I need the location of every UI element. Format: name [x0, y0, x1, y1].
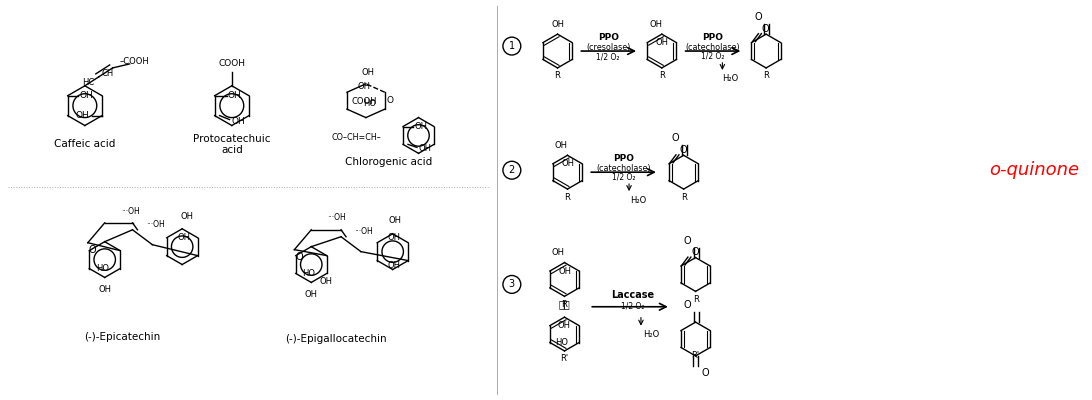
Text: 2: 2: [509, 165, 515, 175]
Text: 1/2 O₂: 1/2 O₂: [621, 301, 644, 310]
Text: Protocatechuic
acid: Protocatechuic acid: [193, 134, 271, 155]
Text: OH: OH: [75, 111, 90, 120]
Text: PPO: PPO: [702, 33, 723, 42]
Text: R: R: [561, 300, 568, 309]
Text: O: O: [684, 300, 691, 310]
Text: 1/2 O₂: 1/2 O₂: [596, 52, 620, 62]
Text: OH: OH: [361, 68, 375, 77]
Text: O: O: [684, 236, 691, 246]
Text: 1: 1: [509, 41, 515, 51]
Text: (catecholase): (catecholase): [685, 42, 739, 52]
Text: (cresolase): (cresolase): [586, 42, 630, 52]
Text: OH: OH: [655, 38, 668, 47]
Text: OH: OH: [551, 20, 565, 29]
Text: CH: CH: [102, 69, 114, 78]
Text: R': R': [691, 351, 700, 360]
Text: R: R: [680, 192, 687, 202]
Text: OH: OH: [558, 266, 571, 276]
Text: OH: OH: [320, 277, 333, 286]
Text: OH: OH: [80, 91, 94, 100]
Text: 1/2 O₂: 1/2 O₂: [701, 52, 724, 60]
Text: O: O: [387, 96, 393, 105]
Text: COOH: COOH: [218, 60, 246, 68]
Text: PPO: PPO: [614, 154, 634, 163]
Text: OH: OH: [561, 159, 574, 168]
Text: 1/2 O₂: 1/2 O₂: [613, 173, 636, 182]
Text: HO: HO: [96, 264, 109, 273]
Text: OH: OH: [388, 216, 401, 225]
Text: OH: OH: [557, 321, 570, 330]
Text: (-)-Epicatechin: (-)-Epicatechin: [84, 332, 161, 342]
Text: O: O: [296, 252, 304, 262]
Text: ···OH: ···OH: [327, 213, 345, 222]
Text: OH: OH: [650, 20, 663, 29]
Text: O: O: [755, 12, 762, 22]
Text: ···OH: ···OH: [355, 227, 373, 236]
Text: (catecholase): (catecholase): [596, 164, 652, 173]
Text: O: O: [672, 134, 679, 144]
Text: OH: OH: [388, 261, 401, 270]
Text: HC: HC: [82, 78, 94, 87]
Text: OH: OH: [232, 117, 246, 126]
Text: Chlorogenic acid: Chlorogenic acid: [345, 157, 432, 167]
Text: ···OH: ···OH: [121, 208, 140, 216]
Text: R: R: [692, 295, 699, 304]
Text: Laccase: Laccase: [612, 290, 654, 300]
Text: OH: OH: [177, 233, 190, 242]
Text: R: R: [555, 71, 560, 80]
Text: PPO: PPO: [597, 33, 619, 42]
Text: 3: 3: [509, 280, 515, 290]
Text: H₂O: H₂O: [643, 330, 658, 339]
Text: OH: OH: [180, 212, 193, 221]
Text: OH: OH: [357, 82, 370, 91]
Text: OH: OH: [388, 233, 401, 242]
Text: (-)-Epigallocatechin: (-)-Epigallocatechin: [285, 334, 387, 344]
Text: O: O: [691, 247, 699, 257]
Text: O: O: [702, 368, 710, 378]
Text: OH: OH: [305, 290, 318, 299]
Text: HO: HO: [302, 269, 316, 278]
Text: o-quinone: o-quinone: [989, 161, 1079, 179]
Text: CO–CH=CH–: CO–CH=CH–: [331, 133, 381, 142]
Text: –COOH: –COOH: [120, 58, 150, 66]
Text: Caffeic acid: Caffeic acid: [55, 139, 116, 149]
Text: H₂O: H₂O: [630, 196, 646, 206]
Text: OH: OH: [414, 122, 427, 131]
Text: R: R: [763, 71, 769, 80]
Text: R: R: [658, 71, 665, 80]
Text: R: R: [565, 192, 570, 202]
Text: OH: OH: [227, 91, 241, 100]
Text: 또는: 또는: [559, 299, 570, 309]
Text: COOH: COOH: [352, 97, 377, 106]
Text: HO: HO: [364, 99, 377, 108]
Text: R': R': [560, 354, 569, 363]
Text: OH: OH: [98, 285, 111, 294]
Text: O: O: [761, 24, 769, 34]
Text: OH: OH: [551, 248, 565, 257]
Text: ···OH: ···OH: [146, 220, 165, 229]
Text: OH: OH: [554, 141, 567, 150]
Text: HO: HO: [555, 338, 568, 347]
Text: OH: OH: [418, 144, 431, 153]
Text: O: O: [88, 245, 96, 255]
Text: O: O: [679, 145, 687, 155]
Text: H₂O: H₂O: [722, 74, 738, 83]
